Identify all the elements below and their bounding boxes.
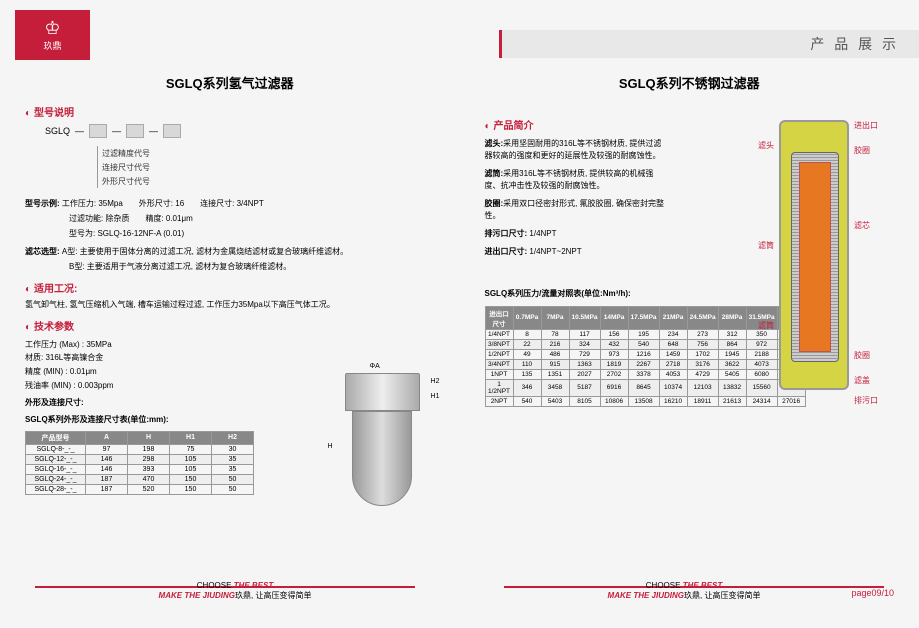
dimension-table: 产品型号AHH1H2 SGLQ-8-_-_971987530SGLQ-12-_-… [25,431,254,495]
desc-head: 滤筒: [485,169,504,178]
example-line: 型号为: SGLQ-16-12NF-A (0.01) [25,228,435,241]
desc-head: 胶圈: [485,199,504,208]
port-val: 1/4NPT~2NPT [529,247,581,256]
table-header: 产品型号 [26,431,86,444]
desc-text: 采用316L等不锈钢材质, 提供较高的机械强度、抗冲击性及较强的耐腐蚀性。 [485,169,654,190]
model-box [163,124,181,138]
table-row: SGLQ-24-_-_18747015050 [26,474,254,484]
model-prefix: SGLQ [45,126,70,136]
page-number: page09/10 [851,588,894,598]
table-header: 14MPa [600,306,628,329]
right-title: SGLQ系列不锈钢过滤器 [485,73,895,92]
callout: 滤头 [758,140,774,151]
example-line: 工作压力: 35Mpa 外形尺寸: 16 连接尺寸: 3/4NPT [62,199,264,208]
cartridge-label: 滤芯选型: [25,247,60,256]
table-header: 17.5MPa [628,306,659,329]
header-title: 产 品 展 示 [810,34,899,54]
logo-text: 玖鼎 [43,39,61,52]
section-usage: 适用工况: [25,280,435,295]
dim-a: ΦA [370,363,380,370]
table-header: 21MPa [659,306,687,329]
model-label: 外形尺寸代号 [102,174,435,188]
cartridge-b: B型: 主要适用于气液分离过滤工况, 滤材为复合玻璃纤维滤材。 [25,261,435,274]
dim-h2: H2 [431,378,440,385]
model-box [126,124,144,138]
callout: 胶圈 [854,350,870,361]
dim-h: H [328,443,333,450]
table-header: 进出口尺寸 [485,306,513,329]
desc-text: 采用双口径密封形式, 氟胶胶圈, 确保密封完整性。 [485,199,665,220]
table-header: H2 [212,431,254,444]
callout: 滤盖 [854,375,870,386]
header-bar: 产 品 展 示 [499,30,919,58]
param: 工作压力 (Max) : 35MPa [25,338,435,352]
table-header: H1 [170,431,212,444]
left-title: SGLQ系列氢气过滤器 [25,73,435,92]
model-box [89,124,107,138]
table-header: A [86,431,128,444]
table-header: 7MPa [541,306,569,329]
example-line: 过滤功能: 除杂质 精度: 0.01μm [25,213,435,226]
usage-text: 氢气卸气柱, 氢气压缩机入气端, 槽车运输过程过滤, 工作压力35Mpa以下高压… [25,299,435,312]
callout: 胶圈 [854,145,870,156]
table-row: SGLQ-28-_-_18752015050 [26,484,254,494]
callout: 滤筒 [758,240,774,251]
callout: 滤芯 [854,220,870,231]
cartridge-a: A型: 主要使用于固体分离的过滤工况, 滤材为金属烧结滤材或复合玻璃纤维滤材。 [62,247,348,256]
port-label: 进出口尺寸: [485,247,528,256]
footer-left: CHOOSE THE BEST MAKE THE JIUDING玖鼎, 让高压变… [25,582,445,600]
right-page: SGLQ系列不锈钢过滤器 产品简介 滤头:采用坚固耐用的316L等不锈钢材质, … [460,60,919,608]
model-label: 连接尺寸代号 [102,160,435,174]
logo: ♔ 玖鼎 [15,10,90,60]
table-header: 0.7MPa [513,306,541,329]
header: ♔ 玖鼎 产 品 展 示 [0,0,919,60]
section-model: 型号说明 [25,104,435,119]
callout: 排污口 [854,395,878,406]
table-header: H [128,431,170,444]
model-label: 过滤精度代号 [102,146,435,160]
table-row: SGLQ-12-_-_14629810535 [26,454,254,464]
callout: 进出口 [854,120,878,131]
footer-right: CHOOSE THE BEST MAKE THE JIUDING玖鼎, 让高压变… [474,582,894,600]
left-page: SGLQ系列氢气过滤器 型号说明 SGLQ — — — 过滤精度代号 连接尺寸代… [0,60,460,608]
table-row: SGLQ-16-_-_14639310535 [26,464,254,474]
cutaway-diagram: 滤头 滤筒 滤筒 进出口 胶圈 滤芯 胶圈 滤盖 排污口 [739,120,889,410]
dim-h1: H1 [431,393,440,400]
part-drawing: ΦA H2 H1 H [340,373,425,518]
callout: 滤筒 [758,320,774,331]
desc-head: 滤头: [485,139,504,148]
drain-val: 1/4NPT [529,229,556,238]
table-header: 10.5MPa [569,306,600,329]
model-diagram: SGLQ — — — 过滤精度代号 连接尺寸代号 外形尺寸代号 [45,124,435,188]
example-label: 型号示例: [25,199,60,208]
section-params: 技术参数 [25,318,435,333]
drain-label: 排污口尺寸: [485,229,528,238]
table-row: SGLQ-8-_-_971987530 [26,444,254,454]
table-header: 24.5MPa [687,306,718,329]
logo-icon: ♔ [44,19,60,37]
desc-text: 采用坚固耐用的316L等不锈钢材质, 提供过滤器较高的强度和更好的延展性及较强的… [485,139,662,160]
